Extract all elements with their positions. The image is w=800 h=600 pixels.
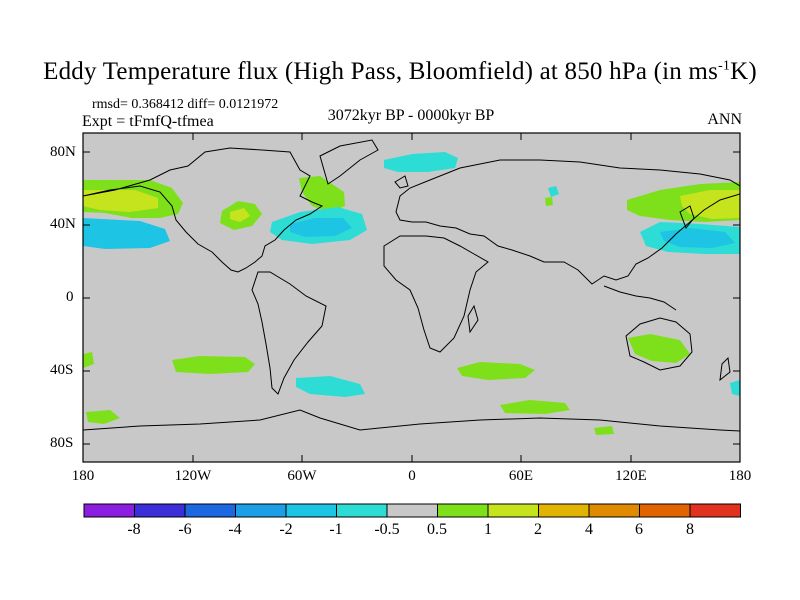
- anomaly-sind-2: [500, 400, 570, 414]
- anomaly-npac-east-blue-inner: [660, 228, 735, 248]
- anomaly-antarctic-small: [594, 426, 614, 435]
- coast-australia: [625, 317, 693, 371]
- colorbar-label-1: -8: [127, 521, 141, 538]
- coast-new-zealand: [719, 356, 731, 382]
- colorbar-label-5: -1: [329, 521, 343, 538]
- anomaly-satl-blue: [296, 376, 365, 397]
- anomaly-namerica-inner: [230, 208, 250, 222]
- lon-label-120w: 120W: [174, 468, 212, 484]
- anomaly-natl-inner: [290, 218, 352, 237]
- colorbar-box-8: [437, 503, 489, 518]
- anomaly-sind-1: [457, 362, 535, 380]
- season-label: ANN: [707, 111, 742, 128]
- colorbar-label-6: -0.5: [374, 521, 400, 538]
- lat-label-40n: 40N: [50, 216, 76, 232]
- colorbar-box-2: [134, 503, 186, 518]
- anomaly-npac-west-inner: [83, 190, 158, 212]
- experiment-label: Expt = tFmfQ-tfmea: [82, 113, 214, 130]
- colorbar-label-12: 8: [686, 521, 694, 538]
- colorbar-label-7: 0.5: [427, 521, 447, 538]
- colorbar-box-6: [336, 503, 388, 518]
- axis-ticks: [83, 133, 740, 462]
- colorbar-box-7: [386, 503, 438, 518]
- colorbar-label-2: -6: [178, 521, 192, 538]
- colorbar-box-11: [588, 503, 640, 518]
- colorbar-label-3: -4: [228, 521, 242, 538]
- stats-text: rmsd= 0.368412 diff= 0.0121972: [92, 97, 279, 112]
- coast-madagascar: [467, 304, 479, 334]
- coast-eurasia: [395, 159, 740, 285]
- anomaly-sthern-2: [86, 410, 120, 424]
- anomaly-spac-east-blue: [730, 380, 740, 396]
- colorbar-label-11: 6: [635, 521, 643, 538]
- coast-north-america: [83, 147, 324, 273]
- lat-label-80n: 80N: [50, 144, 76, 160]
- lon-label-60w: 60W: [287, 468, 317, 484]
- coast-africa: [383, 235, 489, 353]
- lon-label-180w: 180: [71, 468, 95, 484]
- colorbar-box-12: [639, 503, 691, 518]
- lat-label-40s: 40S: [50, 362, 74, 378]
- title-superscript: -1: [718, 58, 731, 74]
- anomaly-spac-edge: [83, 352, 94, 368]
- colorbar-box-13: [689, 503, 741, 518]
- anomaly-arctic: [384, 152, 458, 172]
- coast-greenland: [319, 139, 379, 185]
- colorbar-label-8: 1: [484, 521, 492, 538]
- lon-label-60e: 60E: [508, 468, 534, 484]
- anomaly-npac-east-inner: [680, 190, 740, 219]
- coast-indonesia: [603, 285, 677, 311]
- coast-south-america: [251, 271, 327, 395]
- anomaly-labrador: [299, 176, 345, 212]
- anomaly-australia: [628, 334, 690, 363]
- coast-iceland: [394, 175, 409, 189]
- anomaly-asia-small-blue: [548, 186, 559, 197]
- colorbar-label-9: 2: [534, 521, 542, 538]
- colorbar-label-10: 4: [585, 521, 593, 538]
- lon-label-180e: 180: [728, 468, 752, 484]
- map-background: [83, 133, 740, 462]
- anomaly-spac-1: [172, 356, 255, 374]
- period-label: 3072kyr BP - 0000kyr BP: [327, 107, 495, 124]
- lat-label-80s: 80S: [50, 435, 74, 451]
- lon-label-0: 0: [408, 468, 416, 484]
- colorbar: [83, 503, 741, 518]
- colorbar-box-1: [83, 503, 135, 518]
- anomaly-regions: [83, 152, 740, 435]
- colorbar-box-5: [285, 503, 337, 518]
- plot-title: Eddy Temperature flux (High Pass, Bloomf…: [0, 58, 800, 86]
- colorbar-box-4: [235, 503, 287, 518]
- lon-label-120e: 120E: [615, 468, 647, 484]
- colorbar-label-4: -2: [279, 521, 293, 538]
- anomaly-npac-west-blue: [83, 218, 170, 249]
- coastlines: [83, 139, 740, 432]
- anomaly-asia-small-green: [545, 197, 553, 206]
- colorbar-box-3: [184, 503, 236, 518]
- coast-japan: [679, 205, 695, 229]
- colorbar-box-9: [487, 503, 539, 518]
- title-tail: K): [730, 58, 757, 85]
- lat-label-0: 0: [66, 289, 74, 305]
- title-main: Eddy Temperature flux (High Pass, Bloomf…: [43, 58, 719, 85]
- coast-antarctica: [83, 409, 740, 432]
- colorbar-box-10: [538, 503, 590, 518]
